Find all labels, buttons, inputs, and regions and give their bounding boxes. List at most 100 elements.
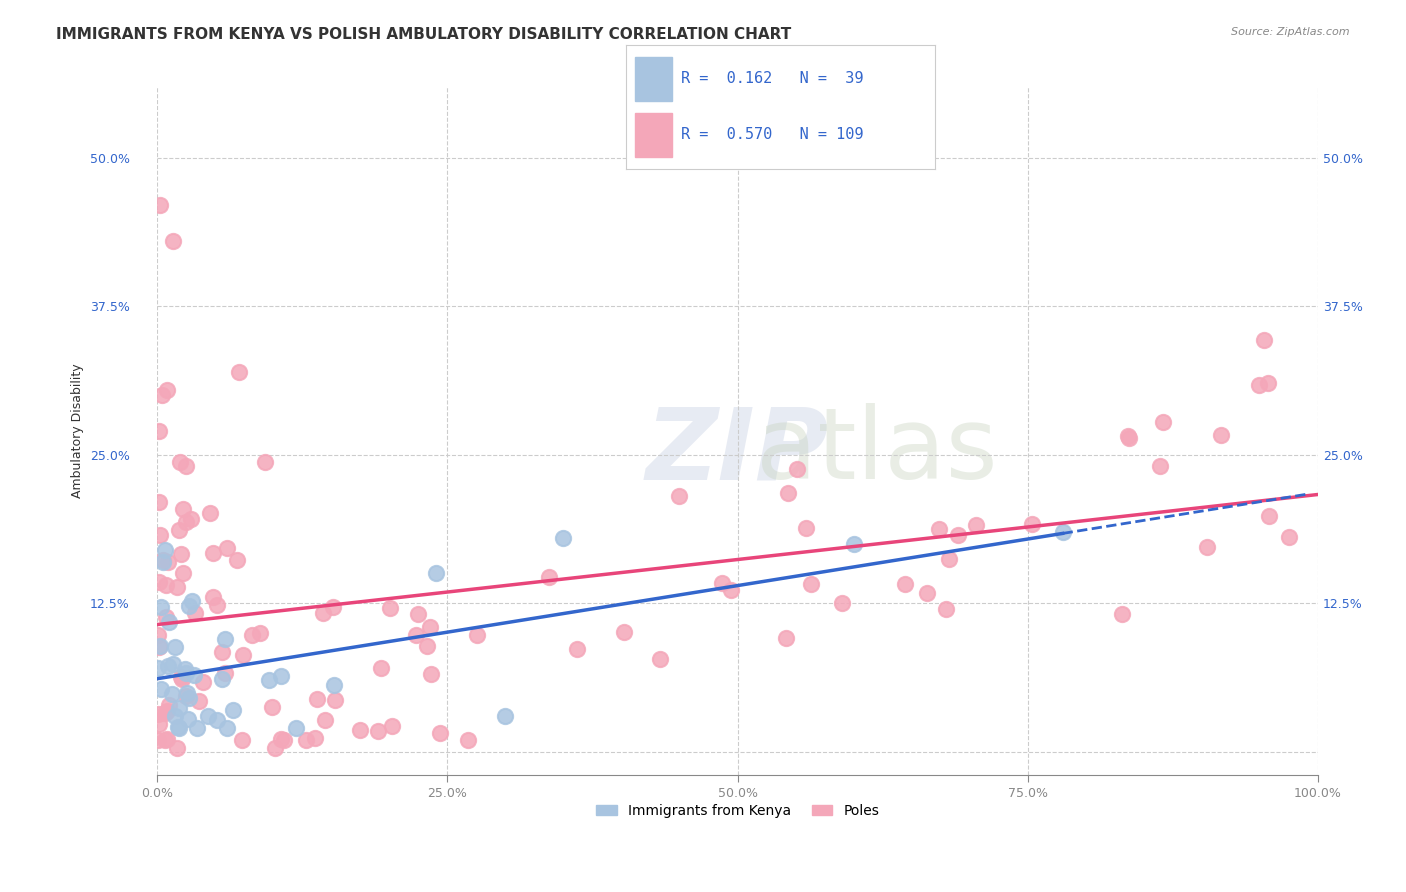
Point [465,628,488,642]
Point [169,721,191,735]
Point [180,512,202,526]
Point [222,703,245,717]
Point [1052,524,1074,539]
Point [211,672,233,686]
Point [285,721,308,735]
Point [156,383,179,397]
Point [928,522,950,536]
Point [149,198,172,212]
Bar [636,113,672,157]
Point [232,648,254,663]
Point [1249,378,1271,392]
Point [494,709,516,723]
Point [800,577,823,591]
Point [257,673,280,687]
Point [1021,517,1043,532]
Point [408,607,430,622]
Point [157,615,180,630]
Point [167,720,190,734]
Point [149,639,172,653]
Point [935,601,957,615]
Point [187,694,209,708]
Point [323,678,346,692]
Point [155,706,177,721]
Point [537,570,560,584]
Point [775,632,797,646]
Text: ZIP: ZIP [647,403,830,500]
Point [156,556,179,570]
Point [425,566,447,581]
Point [226,553,249,567]
Point [349,723,371,738]
Point [668,489,690,503]
Point [295,732,318,747]
Point [172,501,194,516]
Point [148,732,170,747]
Point [613,625,636,640]
Point [553,531,575,545]
Point [1149,459,1171,474]
Point [1257,376,1279,390]
Point [254,455,277,469]
Point [214,632,236,647]
Point [174,690,197,704]
Point [370,661,392,675]
Point [1195,540,1218,554]
Point [152,555,174,569]
Point [270,669,292,683]
Point [367,724,389,739]
Point [148,424,170,438]
Point [1278,530,1301,544]
Point [174,458,197,473]
Y-axis label: Ambulatory Disability: Ambulatory Disability [72,364,84,499]
Point [152,553,174,567]
Point [156,732,179,747]
Point [405,628,427,642]
Point [166,580,188,594]
Point [249,625,271,640]
Text: R =  0.570   N = 109: R = 0.570 N = 109 [682,127,863,142]
Point [378,601,401,615]
Point [170,547,193,561]
Point [305,692,328,706]
Point [200,506,222,520]
Point [167,523,190,537]
Point [183,668,205,682]
Point [176,666,198,681]
Point [180,594,202,608]
Point [148,706,170,721]
Point [1116,429,1139,443]
Point [149,528,172,542]
Point [201,590,224,604]
Point [148,640,170,654]
Point [157,698,180,712]
Point [938,552,960,566]
Point [211,645,233,659]
Point [710,575,733,590]
Point [191,675,214,690]
Point [162,234,184,248]
Point [148,628,170,642]
Point [776,485,799,500]
Point [179,599,201,613]
Point [163,640,186,654]
Point [1118,431,1140,445]
Point [1111,607,1133,621]
Point [167,701,190,715]
Point [155,577,177,591]
Point [177,712,200,726]
Point [149,600,172,615]
Point [217,721,239,735]
Point [150,388,173,402]
Point [322,600,344,615]
Point [650,652,672,666]
Point [264,741,287,756]
Text: IMMIGRANTS FROM KENYA VS POLISH AMBULATORY DISABILITY CORRELATION CHART: IMMIGRANTS FROM KENYA VS POLISH AMBULATO… [56,27,792,42]
Point [176,686,198,700]
Point [162,657,184,671]
Point [567,642,589,657]
Point [720,582,742,597]
Bar [636,57,672,101]
Point [170,670,193,684]
Point [148,661,170,675]
